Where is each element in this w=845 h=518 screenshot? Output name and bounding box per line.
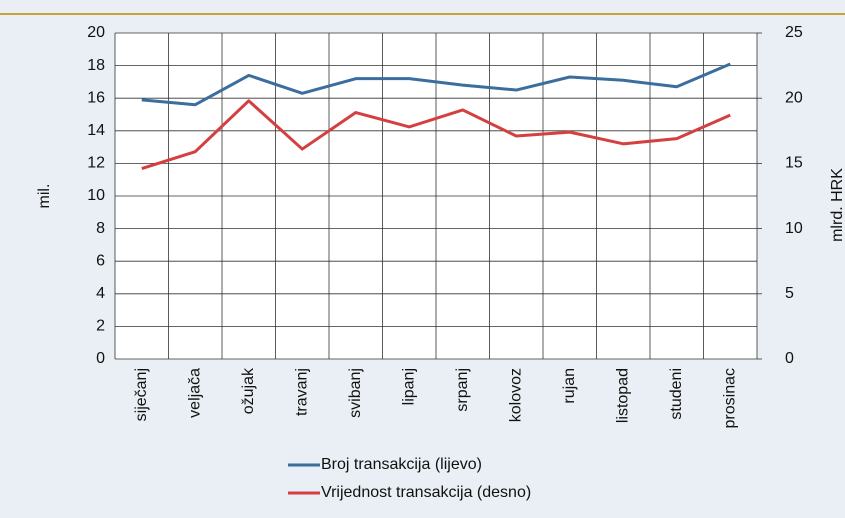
y2-tick-label: 25: [785, 24, 803, 41]
y2-tick-label: 15: [785, 155, 803, 172]
y2-tick-label: 10: [785, 220, 803, 237]
x-tick-label: listopad: [614, 368, 631, 423]
y-tick-label: 12: [87, 155, 105, 172]
x-tick-label: lipanj: [400, 368, 417, 405]
y-tick-label: 6: [96, 252, 105, 269]
x-tick-label: travanj: [293, 368, 310, 416]
x-tick-label: ožujak: [240, 367, 257, 414]
y-tick-label: 16: [87, 89, 105, 106]
y2-tick-label: 5: [785, 285, 794, 302]
x-tick-label: siječanj: [133, 368, 150, 421]
series-line: [141, 62, 731, 107]
legend-label: Vrijednost transakcija (desno): [321, 484, 531, 501]
y-tick-label: 14: [87, 122, 105, 139]
y2-tick-label: 0: [785, 350, 794, 367]
y-tick-label: 2: [96, 318, 105, 335]
x-tick-label: rujan: [561, 368, 578, 404]
x-tick-label: srpanj: [454, 368, 471, 412]
x-tick-label: studeni: [668, 368, 685, 420]
y-tick-label: 4: [96, 285, 105, 302]
y-tick-label: 8: [96, 220, 105, 237]
series-line: [141, 99, 731, 171]
x-tick-label: kolovoz: [507, 368, 524, 422]
y2-axis-label: mlrd. HRK: [829, 168, 845, 242]
x-tick-label: svibanj: [347, 368, 364, 418]
y-axis-label: mil.: [36, 184, 53, 209]
y-tick-label: 18: [87, 57, 105, 74]
x-tick-label: prosinac: [721, 368, 738, 428]
y2-tick-label: 20: [785, 89, 803, 106]
legend-label: Broj transakcija (lijevo): [321, 456, 482, 473]
y-tick-label: 20: [87, 24, 105, 41]
y-tick-label: 0: [96, 350, 105, 367]
x-tick-label: veljača: [186, 368, 203, 418]
y-tick-label: 10: [87, 187, 105, 204]
